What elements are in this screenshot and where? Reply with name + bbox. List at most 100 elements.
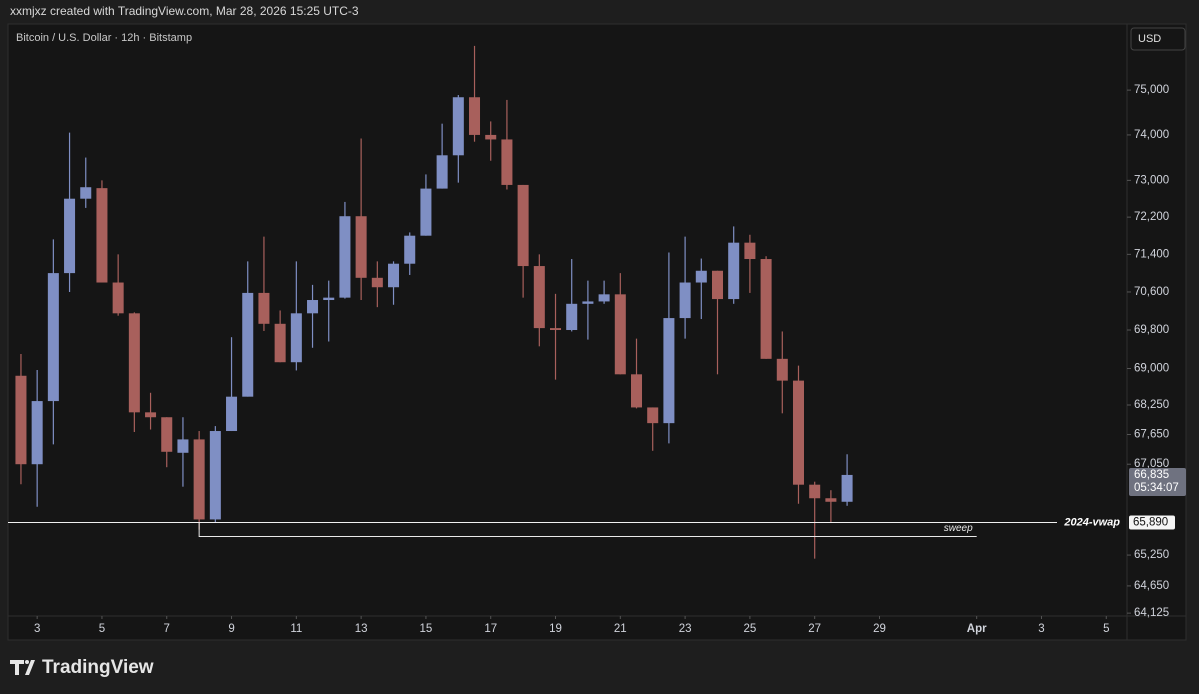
brand-name: TradingView — [42, 657, 154, 678]
candle-body — [469, 97, 481, 135]
candle-body — [695, 270, 707, 283]
candle-body — [533, 266, 545, 329]
x-tick-label: 7 — [164, 623, 170, 635]
candle-body — [517, 184, 529, 267]
candle-body — [404, 235, 416, 264]
candle-body — [792, 380, 804, 485]
candle-body — [728, 242, 740, 300]
x-tick-label: 23 — [679, 623, 692, 635]
y-tick-label: 67,650 — [1134, 429, 1169, 441]
x-tick-label: 27 — [808, 623, 821, 635]
y-tick-label: 72,200 — [1134, 211, 1169, 223]
y-tick-label: 65,250 — [1134, 549, 1169, 561]
candle-body — [339, 216, 351, 298]
x-tick-label: 17 — [484, 623, 497, 635]
candle-body — [582, 301, 594, 304]
x-tick-label: 19 — [549, 623, 562, 635]
y-tick-label: 68,250 — [1134, 399, 1169, 411]
y-tick-label: 71,400 — [1134, 248, 1169, 260]
candle-body — [825, 498, 837, 502]
plot: 64,125 64,650 65,250 67,050 67,650 68,250 69,0… — [8, 45, 1186, 635]
candle-body — [452, 97, 464, 156]
chart-title: Bitcoin / U.S. Dollar · 12h · Bitstamp — [16, 32, 192, 44]
candle-body — [647, 407, 659, 424]
candle-body — [145, 412, 157, 418]
candle-body — [307, 300, 319, 314]
y-tick-label: 73,000 — [1134, 174, 1169, 186]
vwap-price-label: 65,890 — [1133, 517, 1168, 529]
x-tick-label: 3 — [34, 623, 40, 635]
candle-body — [242, 292, 254, 397]
y-tick-label: 69,800 — [1134, 324, 1169, 336]
candle-body — [744, 242, 756, 260]
header-text: xxmjxz created with TradingView.com, Mar… — [10, 4, 359, 18]
candle-body — [258, 292, 270, 324]
vwap-price-tag — [1129, 515, 1175, 530]
candle-body — [598, 294, 610, 302]
candle-body — [371, 277, 383, 288]
candle-body — [31, 401, 43, 465]
candle-body — [290, 313, 302, 363]
candle-body — [550, 328, 562, 331]
candle-body — [614, 294, 626, 375]
candle-body — [355, 216, 367, 278]
candle-body — [161, 417, 173, 452]
candle-body — [193, 439, 205, 520]
candle-body — [80, 187, 92, 199]
candle-body — [809, 484, 821, 499]
brand-logo: TradingView — [10, 657, 154, 678]
x-tick-label: Apr — [967, 623, 987, 635]
candle-body — [209, 431, 221, 520]
y-tick-label: 64,125 — [1134, 607, 1169, 619]
currency-button[interactable] — [1130, 27, 1186, 51]
vwap-label: 2024-vwap — [1063, 516, 1120, 528]
x-tick-label: 13 — [355, 623, 368, 635]
sweep-line — [198, 522, 977, 537]
candle-body — [323, 297, 335, 301]
logo-dot — [25, 660, 29, 664]
x-tick-label: 5 — [1103, 623, 1109, 635]
candle-body — [566, 303, 578, 331]
chart-panel — [7, 23, 1187, 641]
candle-body — [420, 188, 432, 236]
candle-body — [679, 282, 691, 319]
sweep-label: sweep — [944, 523, 973, 534]
candle-body — [177, 439, 189, 453]
candle-body — [128, 313, 140, 413]
logo-icon — [10, 660, 35, 675]
candle-body — [711, 270, 724, 300]
candle-body — [388, 263, 400, 288]
candle-body — [436, 155, 448, 189]
countdown-label: 05:34:07 — [1134, 482, 1179, 494]
x-tick-label: 15 — [420, 623, 433, 635]
x-tick-label: 9 — [228, 623, 234, 635]
candle-body — [760, 259, 772, 359]
y-tick-label: 75,000 — [1134, 84, 1169, 96]
candle-body — [630, 374, 643, 408]
y-tick-label: 69,000 — [1134, 363, 1169, 375]
x-tick-label: 11 — [290, 623, 302, 635]
candle-body — [64, 198, 76, 274]
candle-body — [274, 323, 286, 363]
y-tick-label: 70,600 — [1134, 286, 1169, 298]
candle-body — [501, 139, 513, 185]
current-price-label: 66,835 — [1134, 469, 1169, 481]
y-tick-label: 74,000 — [1134, 129, 1169, 141]
x-tick-label: 5 — [99, 623, 105, 635]
current-price-tag — [1129, 467, 1186, 496]
y-tick-label: 64,650 — [1134, 580, 1169, 592]
currency-label: USD — [1138, 33, 1161, 45]
x-tick-label: 25 — [743, 623, 756, 635]
y-tick-label: 67,050 — [1134, 458, 1169, 470]
candle-body — [226, 396, 238, 432]
candle-body — [112, 282, 124, 314]
x-tick-label: 3 — [1038, 623, 1044, 635]
candle-body — [485, 134, 497, 140]
candle-body — [15, 375, 27, 465]
x-tick-label: 29 — [873, 623, 886, 635]
candle-body — [47, 273, 59, 402]
x-tick-label: 21 — [614, 623, 627, 635]
candle-body — [841, 474, 853, 502]
candle-body — [776, 358, 788, 381]
